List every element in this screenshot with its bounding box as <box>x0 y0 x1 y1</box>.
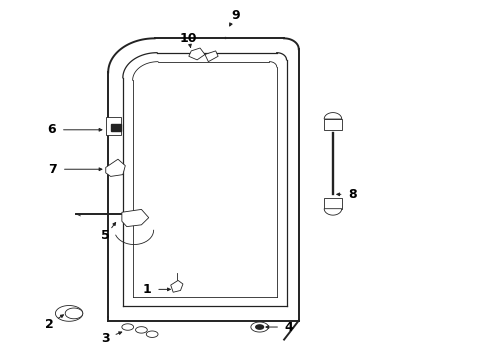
Polygon shape <box>147 331 158 337</box>
Text: 3: 3 <box>101 332 110 345</box>
Polygon shape <box>111 125 122 131</box>
Text: 2: 2 <box>45 318 54 331</box>
Text: 9: 9 <box>231 9 240 22</box>
Polygon shape <box>122 324 134 330</box>
Text: 6: 6 <box>48 123 56 136</box>
Polygon shape <box>106 159 125 176</box>
Polygon shape <box>251 322 269 332</box>
Polygon shape <box>171 280 183 292</box>
Text: 8: 8 <box>348 188 357 201</box>
Polygon shape <box>324 113 342 119</box>
Text: 4: 4 <box>285 320 294 333</box>
Polygon shape <box>122 210 149 226</box>
Polygon shape <box>324 119 342 130</box>
Polygon shape <box>106 117 122 135</box>
Text: 1: 1 <box>143 283 151 296</box>
Text: 5: 5 <box>101 229 110 242</box>
Text: 10: 10 <box>180 32 197 45</box>
Polygon shape <box>324 198 342 209</box>
Text: 7: 7 <box>49 163 57 176</box>
Polygon shape <box>136 327 147 333</box>
Polygon shape <box>324 209 342 215</box>
Polygon shape <box>55 306 83 321</box>
Polygon shape <box>205 51 218 62</box>
Polygon shape <box>189 48 205 60</box>
Polygon shape <box>256 325 264 329</box>
Polygon shape <box>65 308 83 319</box>
